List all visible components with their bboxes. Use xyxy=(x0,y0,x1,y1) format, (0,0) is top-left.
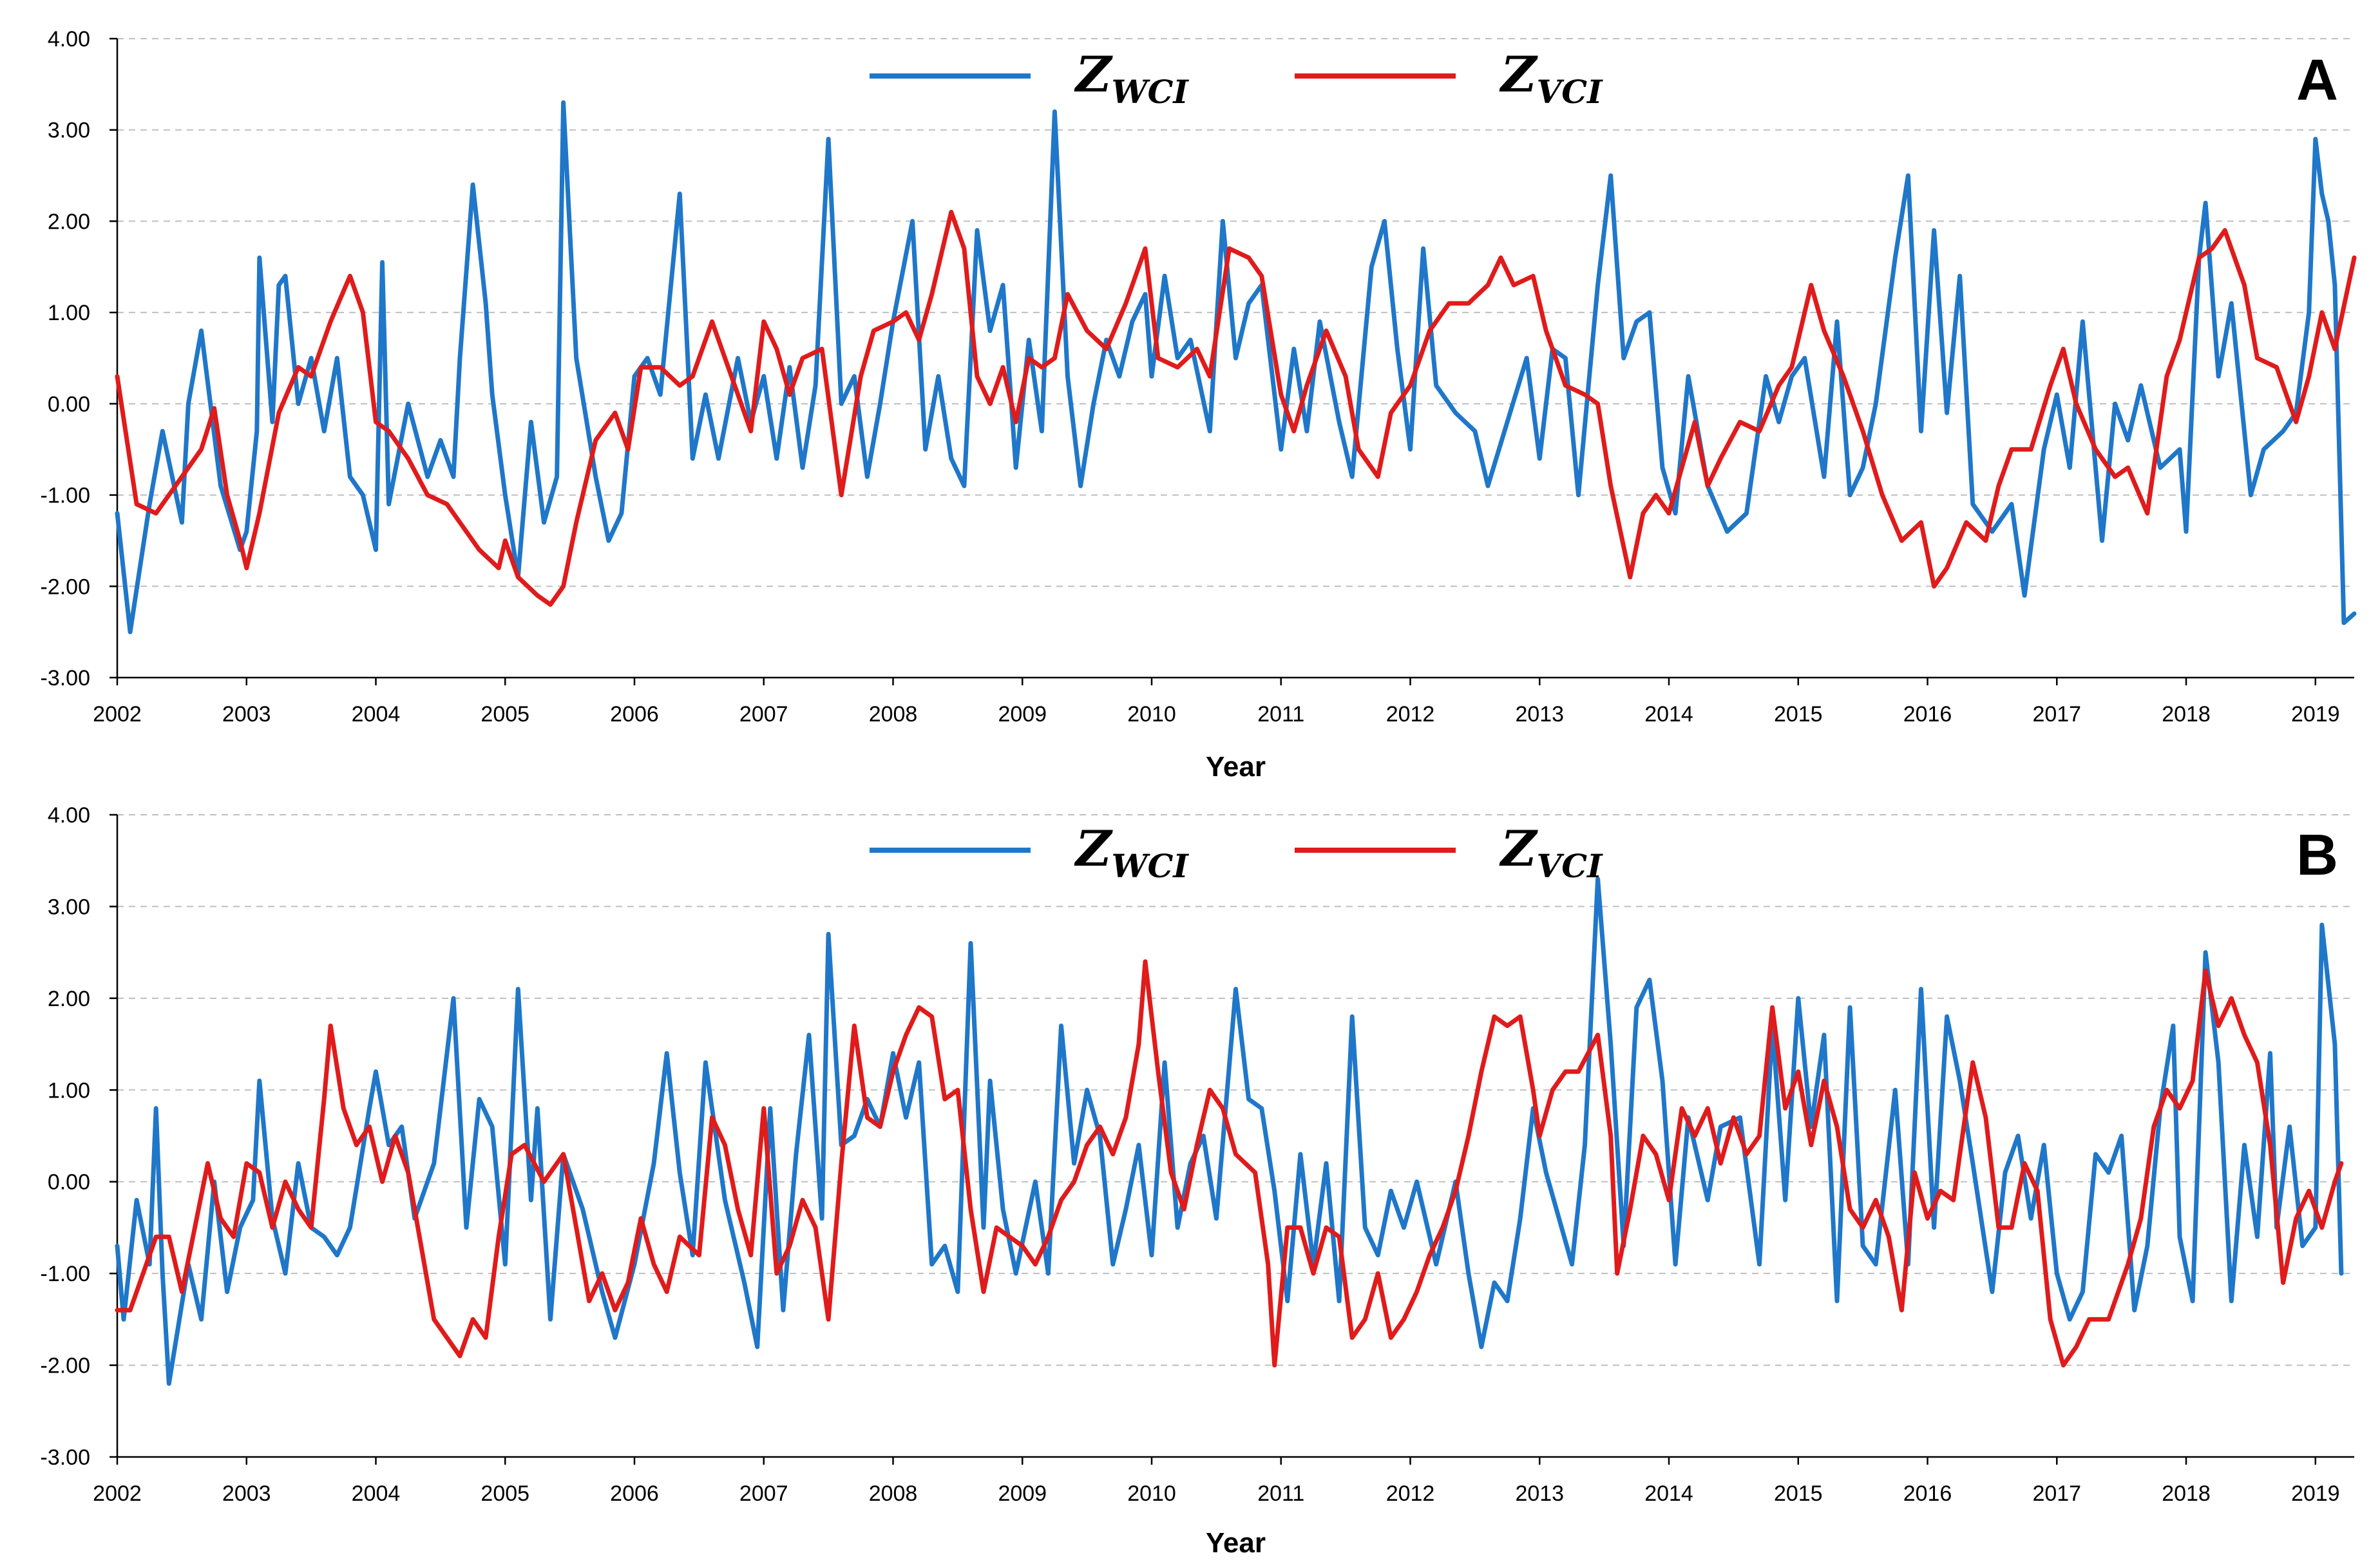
series-line-wci xyxy=(115,877,2344,1386)
x-tick-label: 2018 xyxy=(2162,1481,2211,1506)
y-tick-label: 1.00 xyxy=(48,301,90,325)
x-tick-label: 2016 xyxy=(1903,702,1952,727)
y-tick-label: 3.00 xyxy=(48,895,90,919)
legend-label: ZWCI xyxy=(1074,46,1189,111)
x-tick-label: 2017 xyxy=(2032,1481,2081,1506)
x-tick-label: 2012 xyxy=(1386,1481,1435,1506)
x-tick-label: 2005 xyxy=(481,702,529,727)
legend-label-sub: WCI xyxy=(1111,73,1189,111)
series-line-wci xyxy=(115,100,2357,634)
y-tick-label: -2.00 xyxy=(41,575,91,599)
y-tick-label: 0.00 xyxy=(48,1170,90,1195)
x-tick-label: 2014 xyxy=(1644,702,1693,727)
legend-label-main: Z xyxy=(1499,46,1538,103)
x-tick-label: 2015 xyxy=(1774,1481,1823,1506)
x-tick-label: 2013 xyxy=(1515,1481,1564,1506)
x-tick-label: 2004 xyxy=(352,1481,401,1506)
x-tick-label: 2019 xyxy=(2291,702,2340,727)
y-tick-label: 2.00 xyxy=(48,209,90,234)
legend-label-sub: VCI xyxy=(1536,73,1603,111)
x-tick-label: 2013 xyxy=(1515,702,1564,727)
x-tick-label: 2014 xyxy=(1644,1481,1693,1506)
x-tick-label: 2018 xyxy=(2162,702,2211,727)
panel-label: A xyxy=(2296,48,2338,113)
series-line-vci xyxy=(115,959,2344,1368)
x-tick-label: 2007 xyxy=(739,702,788,727)
x-axis-title: Year xyxy=(1206,751,1266,783)
x-tick-label: 2017 xyxy=(2032,702,2081,727)
x-tick-label: 2007 xyxy=(739,1481,788,1506)
legend-label: ZWCI xyxy=(1074,820,1189,885)
y-tick-label: 2.00 xyxy=(48,987,90,1011)
y-tick-label: -1.00 xyxy=(41,1262,91,1286)
legend-label-sub: WCI xyxy=(1111,847,1189,885)
legend-label-main: Z xyxy=(1074,820,1113,877)
legend-label: ZVCI xyxy=(1499,820,1603,885)
legend-label: ZVCI xyxy=(1499,46,1603,111)
x-axis-title: Year xyxy=(1206,1527,1266,1559)
x-tick-label: 2008 xyxy=(869,702,918,727)
legend-label-main: Z xyxy=(1074,46,1113,103)
legend-label-main: Z xyxy=(1499,820,1538,877)
panel-label: B xyxy=(2296,823,2338,888)
series-line-vci xyxy=(115,209,2357,607)
x-tick-label: 2019 xyxy=(2291,1481,2340,1506)
x-tick-label: 2016 xyxy=(1903,1481,1952,1506)
x-tick-label: 2010 xyxy=(1127,702,1176,727)
x-tick-label: 2003 xyxy=(222,1481,271,1506)
y-tick-label: -1.00 xyxy=(41,484,91,508)
x-tick-label: 2015 xyxy=(1774,702,1823,727)
x-tick-label: 2003 xyxy=(222,702,271,727)
legend-label-sub: VCI xyxy=(1536,847,1603,885)
x-tick-label: 2005 xyxy=(481,1481,529,1506)
x-tick-label: 2006 xyxy=(610,702,659,727)
x-tick-label: 2009 xyxy=(998,702,1047,727)
x-tick-label: 2002 xyxy=(93,702,142,727)
x-tick-label: 2012 xyxy=(1386,702,1435,727)
x-tick-label: 2004 xyxy=(352,702,401,727)
x-tick-label: 2010 xyxy=(1127,1481,1176,1506)
y-tick-label: 1.00 xyxy=(48,1078,90,1103)
x-tick-label: 2011 xyxy=(1257,1481,1304,1506)
y-tick-label: -3.00 xyxy=(41,666,91,690)
x-tick-label: 2006 xyxy=(610,1481,659,1506)
y-tick-label: -3.00 xyxy=(41,1445,91,1470)
x-tick-label: 2008 xyxy=(869,1481,918,1506)
x-tick-label: 2011 xyxy=(1257,702,1304,727)
y-tick-label: 4.00 xyxy=(48,27,90,52)
x-tick-label: 2009 xyxy=(998,1481,1047,1506)
y-tick-label: 0.00 xyxy=(48,392,90,417)
y-tick-label: 3.00 xyxy=(48,119,90,143)
y-tick-label: -2.00 xyxy=(41,1354,91,1378)
y-tick-label: 4.00 xyxy=(48,803,90,828)
x-tick-label: 2002 xyxy=(93,1481,142,1506)
